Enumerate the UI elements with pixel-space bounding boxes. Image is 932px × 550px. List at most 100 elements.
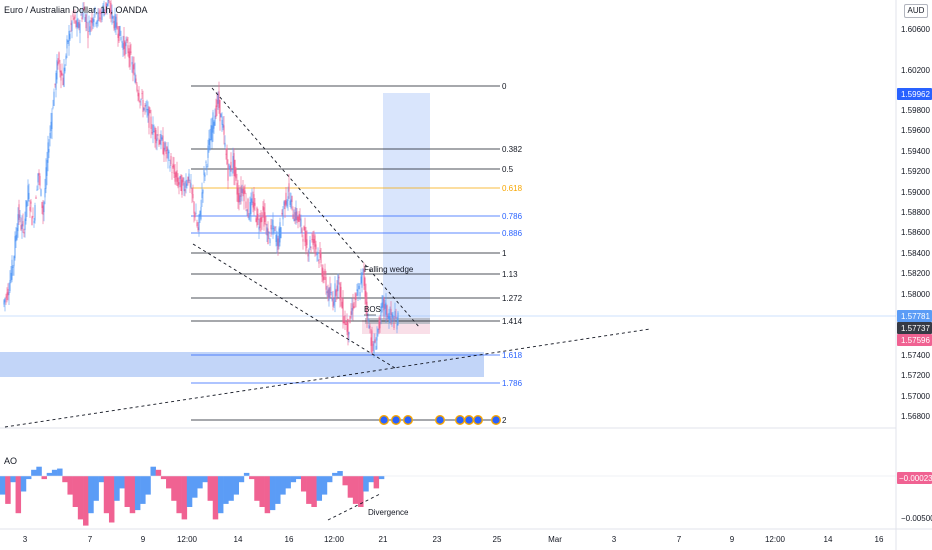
candle-body [179,176,181,179]
candle-body [230,161,232,171]
candle-body [304,227,306,243]
candle-body [28,192,30,200]
candle-body [105,2,107,9]
price-tick-label: 1.58200 [901,269,930,278]
candle-body [301,228,303,233]
candle-body [93,19,95,22]
candle-body [359,291,361,297]
candle-body [171,172,173,174]
candle-body [253,194,255,210]
candle-body [223,125,225,135]
candle-body [191,188,193,195]
event-marker-icon [392,416,400,424]
ao-bar [119,476,125,489]
ao-bar [134,476,141,511]
candle-body [30,201,32,204]
candle-body [254,202,256,206]
candle-body [140,99,142,100]
price-badge [897,88,932,100]
candle-body [386,305,388,317]
candle-body [58,52,60,63]
candle-body [36,189,38,191]
candle-body [357,289,359,296]
candle-body [247,198,249,217]
candle-body [214,115,216,126]
price-tick-label: 1.57000 [901,392,930,401]
fib-level-label: 0.5 [502,165,514,174]
ao-bar [352,476,359,504]
price-tick-label: 1.60200 [901,66,930,75]
ao-bar [285,476,291,489]
candle-body [199,210,201,217]
candle-body [313,239,315,244]
candle-body [337,274,339,292]
candle-body [29,207,31,211]
candle-body [233,153,235,176]
candle-body [84,16,86,22]
candle-body [135,78,137,84]
candle-body [248,216,250,220]
candle-body [325,276,327,290]
candle-body [14,236,16,259]
candle-body [372,344,374,346]
ao-bar [77,476,84,520]
fib-level-label: 0 [502,82,507,91]
candle-body [345,324,347,326]
candle-body [227,165,229,181]
candle-body [222,124,224,128]
candle-body [132,64,134,74]
ao-bar [93,476,99,501]
candle-body [273,228,275,234]
candle-body [55,73,57,90]
candle-body [183,182,185,191]
candle-body [7,289,9,296]
price-tick-label: 1.59400 [901,147,930,156]
candle-body [312,234,314,245]
ao-title: AO [4,456,18,466]
price-tick-label: 1.59800 [901,106,930,115]
candle-body [189,182,191,184]
candle-body [178,182,180,185]
candle-body [380,306,382,317]
price-badge [897,310,932,322]
candle-body [388,312,390,320]
candle-body [283,201,285,206]
candle-body [379,317,381,329]
candle-body [96,20,98,24]
candle-body [46,159,48,176]
candle-body [267,228,269,245]
candle-body [256,207,258,226]
candle-body [18,204,20,220]
candle-body [358,285,360,290]
ao-bar [36,466,42,476]
candle-body [200,206,202,220]
ao-bar [337,471,343,476]
currency-button[interactable]: AUD [904,4,928,18]
candle-body [85,14,87,29]
candle-body [170,155,172,165]
candle-body [124,41,126,56]
candle-body [115,16,117,28]
time-tick-label: Mar [548,535,562,544]
candle-body [144,105,146,107]
candle-body [123,36,125,49]
price-tick-label: 1.59000 [901,188,930,197]
candle-body [156,138,158,142]
time-tick-label: 9 [141,535,146,544]
candle-body [39,175,41,186]
candle-body [27,185,29,202]
ao-bar [316,476,323,501]
candle-body [4,298,6,303]
ao-bar [321,476,328,495]
candle-body [387,315,389,319]
candle-body [43,201,45,213]
candle-body [172,163,174,168]
candle-body [348,332,350,335]
candle-body [226,148,228,165]
candle-body [67,40,69,42]
candle-body [221,119,223,125]
candle-body [212,112,214,133]
candle-body [42,205,44,215]
candle-body [393,323,395,329]
